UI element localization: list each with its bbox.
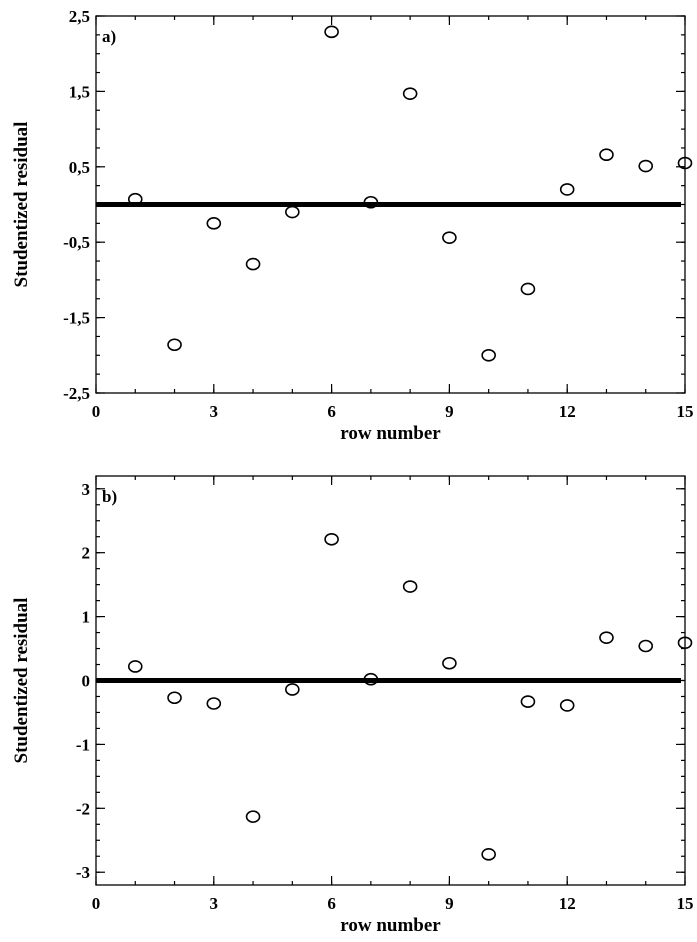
y-tick-label: 3 — [82, 480, 91, 499]
data-point — [402, 87, 418, 100]
data-point — [559, 183, 575, 196]
data-point — [285, 683, 300, 696]
data-point — [520, 695, 536, 708]
data-point — [167, 338, 182, 352]
panel-a: 0 3 6 9 12 15 -2,5 -1,5 -0,5 0,5 1,5 2,5 a) row numbe… — [11, 7, 694, 444]
panel-label: b) — [102, 487, 117, 506]
x-tick-label: 0 — [92, 402, 101, 421]
data-point — [363, 195, 379, 209]
data-point — [481, 848, 496, 861]
data-point — [285, 205, 300, 219]
x-axis-title: row number — [340, 915, 441, 936]
data-point — [245, 257, 261, 271]
x-tick-label: 6 — [327, 402, 336, 421]
x-tick-label: 12 — [559, 894, 576, 913]
data-point — [245, 810, 261, 823]
data-point — [677, 156, 693, 170]
data-point — [324, 25, 339, 39]
data-point — [677, 636, 693, 650]
data-point — [638, 639, 654, 653]
y-tick-label: -2 — [76, 799, 90, 818]
x-tick-label: 0 — [92, 894, 101, 913]
y-tick-label: -0,5 — [63, 233, 90, 252]
x-tick-label: 15 — [677, 894, 694, 913]
x-tick-label: 6 — [327, 894, 336, 913]
data-point — [638, 159, 654, 173]
data-point — [402, 580, 418, 593]
data-point — [127, 660, 143, 673]
y-tick-label: 0,5 — [69, 158, 90, 177]
x-tick-label: 9 — [445, 402, 454, 421]
y-tick-label: -2,5 — [63, 384, 90, 403]
data-point — [442, 656, 457, 670]
y-tick-label: -1,5 — [63, 309, 90, 328]
data-point — [559, 699, 575, 712]
x-tick-label: 3 — [210, 402, 219, 421]
y-tick-label: 0 — [82, 672, 91, 691]
y-tick-label: 2 — [82, 544, 91, 563]
x-tick-label: 12 — [559, 402, 576, 421]
data-point — [206, 697, 222, 710]
y-tick-label: 1,5 — [69, 82, 90, 101]
y-tick-label: 2,5 — [69, 7, 90, 26]
x-tick-label: 9 — [445, 894, 454, 913]
y-tick-label: 1 — [82, 608, 91, 627]
y-tick-label: -1 — [76, 735, 90, 754]
y-tick-label: -3 — [76, 863, 90, 882]
x-tick-label: 15 — [677, 402, 694, 421]
y-axis-title: Studentized residual — [11, 122, 32, 288]
panel-label: a) — [102, 27, 116, 46]
x-axis-title: row number — [340, 423, 441, 444]
y-axis-title: Studentized residual — [11, 598, 32, 764]
data-point — [481, 348, 496, 362]
data-point — [599, 148, 614, 162]
data-point — [520, 282, 536, 296]
x-tick-label: 3 — [210, 894, 219, 913]
data-point — [127, 192, 143, 206]
data-point — [363, 672, 379, 686]
data-point — [442, 231, 457, 244]
data-point — [324, 532, 339, 546]
data-point — [599, 631, 614, 644]
data-point — [167, 691, 182, 705]
data-point — [206, 217, 222, 230]
